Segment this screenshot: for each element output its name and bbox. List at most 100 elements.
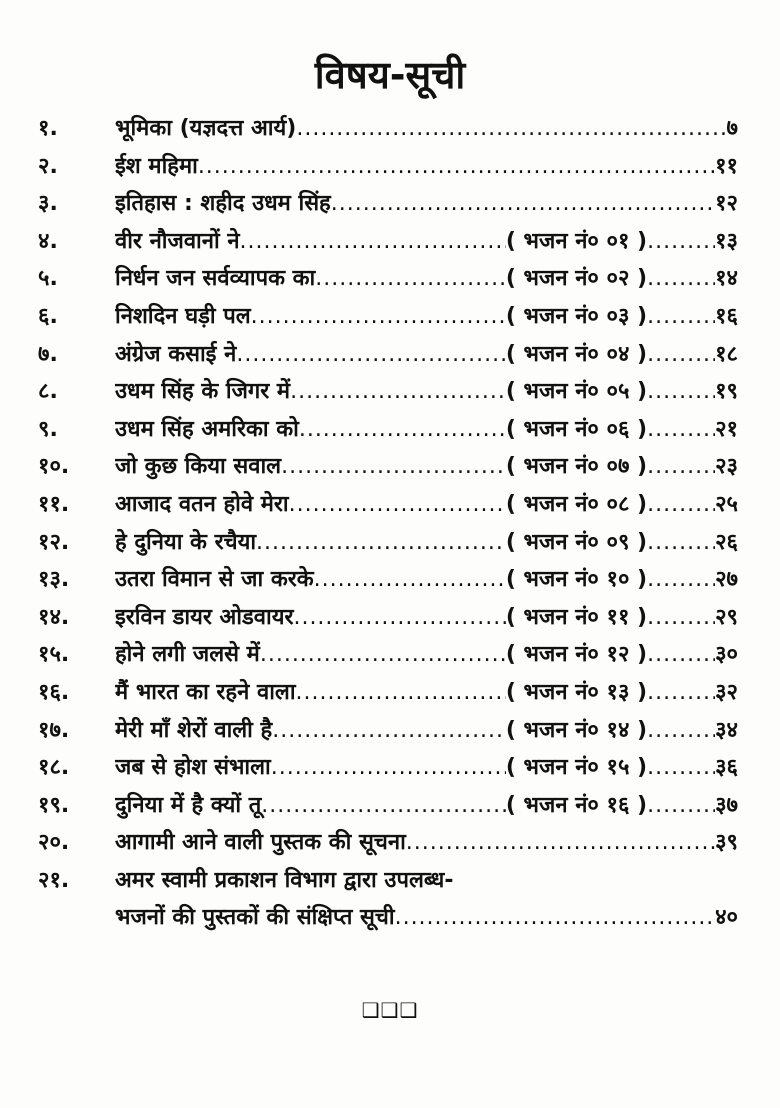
page-number: १९ bbox=[715, 379, 738, 405]
toc-entry[interactable]: ५. निर्धन जन सर्वव्यापक का ( भजन नं० ०२ ) १… bbox=[38, 262, 738, 300]
dot-leader bbox=[406, 830, 715, 855]
entry-title: वीर नौजवानों ने bbox=[115, 228, 240, 254]
dot-leader bbox=[260, 642, 506, 667]
entry-number: ८. bbox=[38, 379, 58, 405]
entry-body: दुनिया में है क्यों तू ( भजन नं० १६ ) ३७ bbox=[115, 789, 738, 819]
entry-number: ३. bbox=[38, 191, 58, 217]
end-mark: ❑❑❑ bbox=[361, 998, 419, 1022]
bhajan-number: ( भजन नं० ०६ ) bbox=[505, 416, 648, 442]
toc-entry[interactable]: २०. आगामी आने वाली पुस्तक की सूचना ३९ bbox=[38, 826, 738, 864]
entry-number: ७. bbox=[38, 341, 58, 367]
page-number: ३२ bbox=[715, 679, 738, 705]
entry-number: १६. bbox=[38, 679, 70, 705]
entry-number: १३. bbox=[38, 567, 70, 593]
bhajan-number: ( भजन नं० ०२ ) bbox=[505, 266, 648, 292]
entry-title-line1: अमर स्वामी प्रकाशन विभाग द्वारा उपलब्ध- bbox=[115, 867, 454, 893]
toc-entry[interactable]: ११. आजाद वतन होवे मेरा ( भजन नं० ०८ ) २५ bbox=[38, 488, 738, 526]
entry-title: होने लगी जलसे में bbox=[115, 642, 260, 668]
toc-entry[interactable]: ४. वीर नौजवानों ने ( भजन नं० ०१ ) १३ bbox=[38, 225, 738, 263]
entry-number: १४. bbox=[38, 604, 70, 630]
toc-entry[interactable]: १०. जो कुछ किया सवाल ( भजन नं० ०७ ) २३ bbox=[38, 450, 738, 488]
entry-body: उधम सिंह अमरिका को ( भजन नं० ०६ ) २१ bbox=[115, 413, 738, 443]
entry-title: मेरी माँ शेरों वाली है bbox=[115, 717, 273, 743]
page-number: १२ bbox=[715, 191, 738, 217]
bhajan-number: ( भजन नं० १६ ) bbox=[505, 792, 648, 818]
page-number: २३ bbox=[715, 454, 738, 480]
dot-leader bbox=[289, 492, 506, 517]
dot-leader bbox=[272, 718, 506, 743]
toc-entry[interactable]: १. भूमिका (यज्ञदत्त आर्य) ७ bbox=[38, 112, 738, 150]
toc-entry[interactable]: ६. निशदिन घड़ी पल ( भजन नं० ०३ ) १६ bbox=[38, 300, 738, 338]
entry-number: १०. bbox=[38, 454, 70, 480]
toc-entry-continued: भजनों की पुस्तकों की संक्षिप्त सूची ४० bbox=[38, 901, 738, 939]
bhajan-number: ( भजन नं० ०४ ) bbox=[505, 341, 648, 367]
dot-leader bbox=[236, 342, 505, 367]
entry-body: मैं भारत का रहने वाला ( भजन नं० १३ ) ३२ bbox=[115, 676, 738, 706]
dot-leader bbox=[647, 793, 715, 818]
toc-entry[interactable]: १५. होने लगी जलसे में ( भजन नं० १२ ) ३० bbox=[38, 638, 738, 676]
toc-entry[interactable]: २१. अमर स्वामी प्रकाशन विभाग द्वारा उपलब्… bbox=[38, 864, 738, 902]
entry-title: इतिहास : शहीद उधम सिंह bbox=[115, 191, 331, 217]
dot-leader bbox=[293, 605, 505, 630]
page-number: ३६ bbox=[715, 755, 738, 781]
page-number: २५ bbox=[715, 491, 738, 517]
dot-leader bbox=[647, 492, 715, 517]
bhajan-number: ( भजन नं० ०५ ) bbox=[505, 379, 648, 405]
bhajan-number: ( भजन नं० ०७ ) bbox=[505, 454, 648, 480]
toc-entry[interactable]: १२. हे दुनिया के रचैया ( भजन नं० ०९ ) २६ bbox=[38, 526, 738, 564]
page-number: १४ bbox=[715, 266, 738, 292]
bhajan-number: ( भजन नं० ०३ ) bbox=[505, 303, 648, 329]
entry-number: १८. bbox=[38, 755, 70, 781]
entry-title: अंग्रेज कसाई ने bbox=[115, 341, 237, 367]
entry-body: जो कुछ किया सवाल ( भजन नं० ०७ ) २३ bbox=[115, 450, 738, 480]
entry-number: १५. bbox=[38, 642, 70, 668]
bhajan-number: ( भजन नं० ०९ ) bbox=[505, 529, 648, 555]
toc-entry[interactable]: १६. मैं भारत का रहने वाला ( भजन नं० १३ ) ३२ bbox=[38, 676, 738, 714]
toc-entry[interactable]: ८. उधम सिंह के जिगर में ( भजन नं० ०५ ) १९ bbox=[38, 375, 738, 413]
bhajan-number: ( भजन नं० १५ ) bbox=[505, 755, 648, 781]
dot-leader bbox=[296, 680, 506, 705]
entry-title: दुनिया में है क्यों तू bbox=[115, 792, 262, 818]
toc-entry[interactable]: ९. उधम सिंह अमरिका को ( भजन नं० ०६ ) २१ bbox=[38, 413, 738, 451]
page-number: ३४ bbox=[715, 717, 738, 743]
dot-leader bbox=[290, 379, 506, 404]
entry-body: भूमिका (यज्ञदत्त आर्य) ७ bbox=[115, 112, 738, 142]
toc-entry[interactable]: १४. इरविन डायर ओडवायर ( भजन नं० ११ ) २९ bbox=[38, 601, 738, 639]
entry-title: उधम सिंह अमरिका को bbox=[115, 416, 299, 442]
entry-body: निर्धन जन सर्वव्यापक का ( भजन नं० ०२ ) १४ bbox=[115, 262, 738, 292]
toc-entry[interactable]: १९. दुनिया में है क्यों तू ( भजन नं० १६ ) ३… bbox=[38, 789, 738, 827]
dot-leader bbox=[647, 530, 715, 555]
bhajan-number: ( भजन नं० ०१ ) bbox=[505, 228, 648, 254]
dot-leader bbox=[647, 680, 715, 705]
entry-number: १९. bbox=[38, 792, 70, 818]
toc-entry[interactable]: १७. मेरी माँ शेरों वाली है ( भजन नं० १४ ) ३… bbox=[38, 714, 738, 752]
entry-body: भजनों की पुस्तकों की संक्षिप्त सूची ४० bbox=[115, 901, 738, 931]
toc-entry[interactable]: १३. उतरा विमान से जा करके ( भजन नं० १० ) २७ bbox=[38, 563, 738, 601]
page-number: १८ bbox=[715, 341, 738, 367]
dot-leader bbox=[296, 116, 726, 141]
entry-title: इरविन डायर ओडवायर bbox=[115, 604, 294, 630]
toc-entry[interactable]: १८. जब से होश संभाला ( भजन नं० १५ ) ३६ bbox=[38, 751, 738, 789]
entry-number: ९. bbox=[38, 416, 58, 442]
entry-number: २०. bbox=[38, 830, 70, 856]
entry-body: इतिहास : शहीद उधम सिंह १२ bbox=[115, 187, 738, 217]
dot-leader bbox=[647, 605, 715, 630]
page-number: ७ bbox=[726, 116, 738, 141]
entry-title: आगामी आने वाली पुस्तक की सूचना bbox=[115, 830, 406, 856]
page-number: २६ bbox=[715, 529, 738, 555]
dot-leader bbox=[251, 304, 506, 329]
page-number: ३७ bbox=[715, 792, 738, 818]
dot-leader bbox=[315, 266, 506, 291]
page-number: ३९ bbox=[715, 830, 738, 856]
entry-title: मैं भारत का रहने वाला bbox=[115, 679, 296, 705]
entry-body: उतरा विमान से जा करके ( भजन नं० १० ) २७ bbox=[115, 563, 738, 593]
entry-number: २१. bbox=[38, 867, 70, 893]
toc-entry[interactable]: ७. अंग्रेज कसाई ने ( भजन नं० ०४ ) १८ bbox=[38, 338, 738, 376]
toc-entry[interactable]: २. ईश महिमा ११ bbox=[38, 150, 738, 188]
page-number: १३ bbox=[715, 228, 738, 254]
bhajan-number: ( भजन नं० १४ ) bbox=[505, 717, 648, 743]
page-number: २९ bbox=[715, 604, 738, 630]
toc-entry[interactable]: ३. इतिहास : शहीद उधम सिंह १२ bbox=[38, 187, 738, 225]
page-number: ३० bbox=[715, 642, 738, 668]
entry-body: मेरी माँ शेरों वाली है ( भजन नं० १४ ) ३४ bbox=[115, 714, 738, 744]
